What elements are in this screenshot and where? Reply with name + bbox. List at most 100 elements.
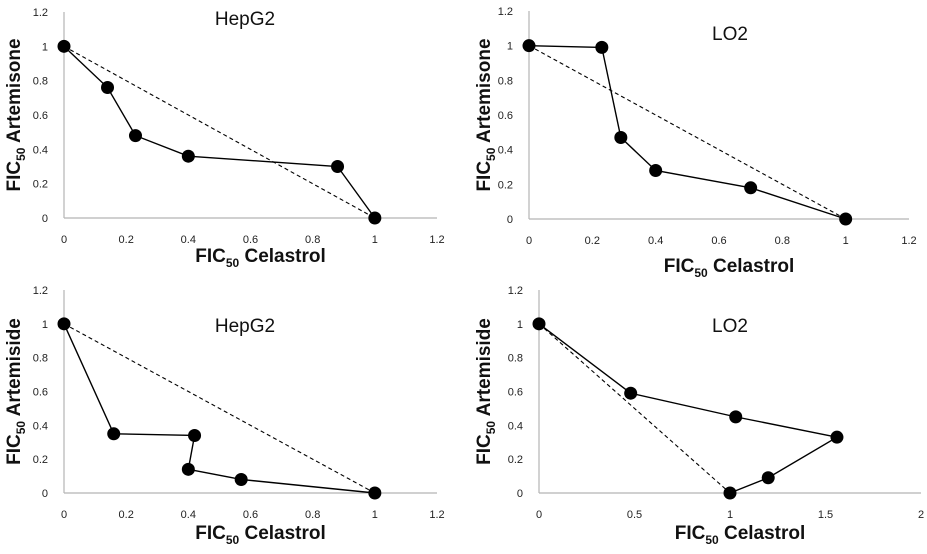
x-axis-label: FIC50 Celastrol (195, 246, 326, 270)
y-tick-label: 0 (42, 213, 48, 225)
y-axis-label: FIC50 Artemisone (474, 38, 498, 191)
x-tick-label: 0.6 (243, 509, 258, 521)
x-tick-label: 0.8 (305, 509, 320, 521)
y-tick-label: 1 (507, 41, 513, 53)
y-tick-label: 0.6 (508, 387, 523, 399)
data-point (839, 212, 853, 226)
y-tick-label: 0.8 (498, 75, 513, 87)
x-tick-label: 0 (536, 509, 542, 521)
y-tick-label: 0 (507, 214, 513, 226)
x-tick-label: 1 (372, 509, 378, 521)
data-point (57, 317, 71, 331)
additivity-line (528, 45, 846, 220)
y-tick-label: 1 (42, 319, 48, 331)
chart-lo2-artemiside: 0 0.5 1 1.5 2 0 0.2 0.4 0.6 0.8 1 1.2 LO2 FIC50 Celas… (474, 285, 924, 547)
x-tick-label: 0.5 (627, 509, 642, 521)
x-tick-label: 0 (526, 235, 532, 247)
chart-title: LO2 (712, 316, 748, 337)
y-tick-label: 0.2 (33, 454, 48, 466)
x-tick-label: 1 (727, 509, 733, 521)
data-point (744, 181, 758, 195)
series-line (63, 323, 375, 494)
x-tick-label: 0.4 (181, 509, 196, 521)
data-point (57, 39, 71, 53)
data-point (729, 410, 743, 424)
chart-hepg2-artemiside: 0 0.2 0.4 0.6 0.8 1 1.2 0 0.2 0.4 0.6 0.8 1 1.2 HepG2 F… (4, 285, 445, 547)
data-point (595, 40, 609, 54)
y-tick-label: 1.2 (508, 285, 523, 297)
data-point (368, 211, 382, 225)
x-tick-label: 0.4 (648, 235, 663, 247)
x-tick-label: 1.2 (901, 235, 916, 247)
x-tick-label: 1 (843, 235, 849, 247)
x-axis-label: FIC50 Celastrol (195, 523, 326, 547)
data-point (522, 39, 536, 53)
data-point (101, 81, 115, 95)
x-tick-label: 1 (372, 234, 378, 246)
additivity-line (538, 323, 731, 494)
data-point (181, 149, 195, 163)
y-tick-label: 1 (42, 41, 48, 53)
y-axis-label: FIC50 Artemiside (4, 318, 28, 465)
y-tick-label: 0.6 (498, 110, 513, 122)
data-point (128, 129, 142, 143)
series-line (63, 45, 376, 219)
y-tick-label: 0 (517, 488, 523, 500)
data-point (723, 486, 737, 500)
data-point (649, 163, 663, 177)
x-tick-label: 0.6 (711, 235, 726, 247)
y-tick-label: 0.4 (33, 420, 48, 432)
x-tick-label: 1.2 (429, 234, 444, 246)
x-tick-label: 1.5 (818, 509, 833, 521)
data-point (181, 462, 195, 476)
y-axis-label: FIC50 Artemiside (474, 318, 498, 465)
data-point (532, 317, 546, 331)
x-tick-label: 0.4 (181, 234, 196, 246)
data-point (624, 386, 638, 400)
x-tick-label: 0.8 (775, 235, 790, 247)
data-point (761, 471, 775, 485)
data-point (331, 160, 345, 173)
chart-title: HepG2 (215, 9, 275, 30)
x-tick-label: 0.6 (243, 234, 258, 246)
data-point (234, 472, 248, 486)
x-tick-label: 2 (918, 509, 924, 521)
y-tick-label: 0.2 (498, 179, 513, 191)
y-tick-label: 1.2 (33, 7, 48, 19)
data-point (368, 486, 382, 500)
y-tick-label: 0.4 (33, 144, 48, 156)
y-tick-label: 0.4 (498, 145, 513, 157)
y-tick-label: 0.8 (508, 353, 523, 365)
data-point (614, 131, 628, 145)
x-tick-label: 0 (61, 234, 67, 246)
data-point (830, 430, 844, 444)
y-axis-label: FIC50 Artemisone (4, 38, 28, 191)
y-tick-label: 0.2 (508, 454, 523, 466)
additivity-line (63, 323, 376, 494)
series-line (538, 323, 839, 494)
x-tick-label: 0.2 (585, 235, 600, 247)
y-tick-label: 0.6 (33, 387, 48, 399)
data-point (188, 428, 202, 442)
data-point (107, 427, 121, 441)
y-tick-label: 0.6 (33, 110, 48, 122)
y-tick-label: 0.2 (33, 179, 48, 191)
y-tick-label: 0.4 (508, 420, 523, 432)
x-axis-label: FIC50 Celastrol (664, 256, 795, 280)
x-tick-label: 0.2 (119, 509, 134, 521)
chart-hepg2-artemisone: 0 0.2 0.4 0.6 0.8 1 1.2 0 0.2 0.4 0.6 0.8 1 1.2 HepG2 F… (4, 7, 445, 270)
chart-lo2-artemisone: 0 0.2 0.4 0.6 0.8 1 1.2 0 0.2 0.4 0.6 0.8 1 1.2 LO2 FIC… (474, 6, 917, 280)
x-tick-label: 0.2 (119, 234, 134, 246)
y-tick-label: 1 (517, 319, 523, 331)
chart-title: LO2 (712, 24, 748, 45)
y-tick-label: 1.2 (498, 6, 513, 18)
x-tick-label: 0.8 (305, 234, 320, 246)
chart-title: HepG2 (215, 316, 275, 337)
x-axis-label: FIC50 Celastrol (675, 523, 806, 547)
y-tick-label: 0.8 (33, 353, 48, 365)
additivity-line (63, 45, 376, 219)
y-tick-label: 1.2 (33, 285, 48, 297)
x-tick-label: 0 (61, 509, 67, 521)
y-tick-label: 0.8 (33, 76, 48, 88)
x-tick-label: 1.2 (429, 509, 444, 521)
